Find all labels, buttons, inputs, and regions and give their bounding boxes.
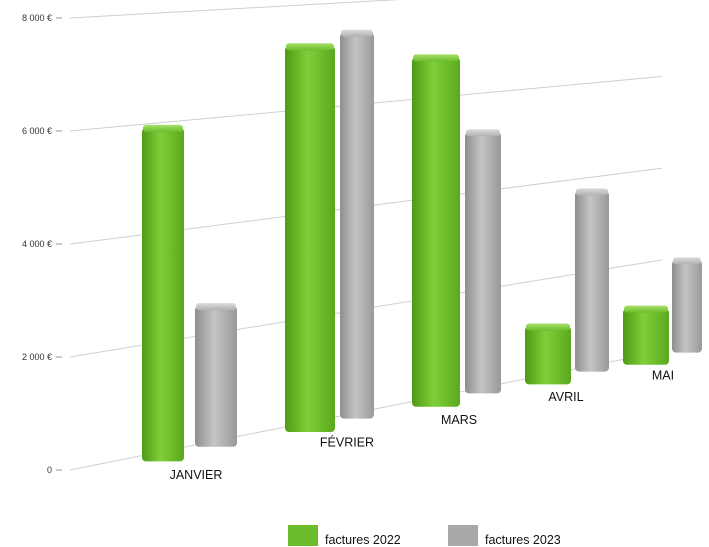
y-tick-label: 4 000 € xyxy=(22,239,52,249)
bar-février-series-1 xyxy=(285,43,335,432)
bar-body xyxy=(525,326,571,385)
bar-mars-series-2 xyxy=(465,129,501,394)
bar-top xyxy=(341,29,373,37)
bar-body xyxy=(340,32,374,419)
x-axis-category-labels: JANVIER FÉVRIER MARS AVRIL MAI xyxy=(170,368,675,481)
category-label: JANVIER xyxy=(170,468,223,482)
bar-top xyxy=(673,257,701,265)
y-tick-label: 8 000 € xyxy=(22,13,52,23)
bar-top xyxy=(576,188,608,196)
bar-mai-series-1 xyxy=(623,305,669,365)
bar-top xyxy=(526,323,570,331)
bar-top xyxy=(413,54,459,62)
category-label: MARS xyxy=(441,413,477,427)
legend: factures 2022 factures 2023 xyxy=(288,525,561,547)
bar-body xyxy=(412,57,460,407)
y-axis-tick-labels: 0 2 000 € 4 000 € 6 000 € 8 000 € xyxy=(22,13,52,475)
bar-top xyxy=(624,305,668,313)
bar-avril-series-1 xyxy=(525,323,571,385)
bar-top xyxy=(143,124,183,132)
bar-top xyxy=(286,43,334,51)
y-tick-label: 0 xyxy=(47,465,52,475)
bar-février-series-2 xyxy=(340,29,374,419)
bar-avril-series-2 xyxy=(575,188,609,372)
bar-body xyxy=(142,127,184,462)
y-tick-label: 2 000 € xyxy=(22,352,52,362)
bar-body xyxy=(575,191,609,372)
legend-swatch-series-2 xyxy=(448,525,478,546)
bar-body xyxy=(465,132,501,394)
bars xyxy=(142,29,702,462)
category-label: FÉVRIER xyxy=(320,435,374,450)
bar-top xyxy=(466,129,500,137)
legend-swatch-series-1 xyxy=(288,525,318,546)
bar-janvier-series-1 xyxy=(142,124,184,462)
bar-body xyxy=(285,46,335,432)
bar-body xyxy=(623,308,669,365)
legend-label-series-2: factures 2023 xyxy=(485,533,561,547)
y-tick-label: 6 000 € xyxy=(22,126,52,136)
category-label: MAI xyxy=(652,368,674,382)
bar-janvier-series-2 xyxy=(195,303,237,447)
category-label: AVRIL xyxy=(548,390,583,404)
bar-body xyxy=(672,260,702,353)
bar-top xyxy=(196,303,236,311)
bar-mai-series-2 xyxy=(672,257,702,353)
gridline xyxy=(69,0,401,19)
legend-label-series-1: factures 2022 xyxy=(325,533,401,547)
bar-body xyxy=(195,306,237,447)
bar-mars-series-1 xyxy=(412,54,460,407)
